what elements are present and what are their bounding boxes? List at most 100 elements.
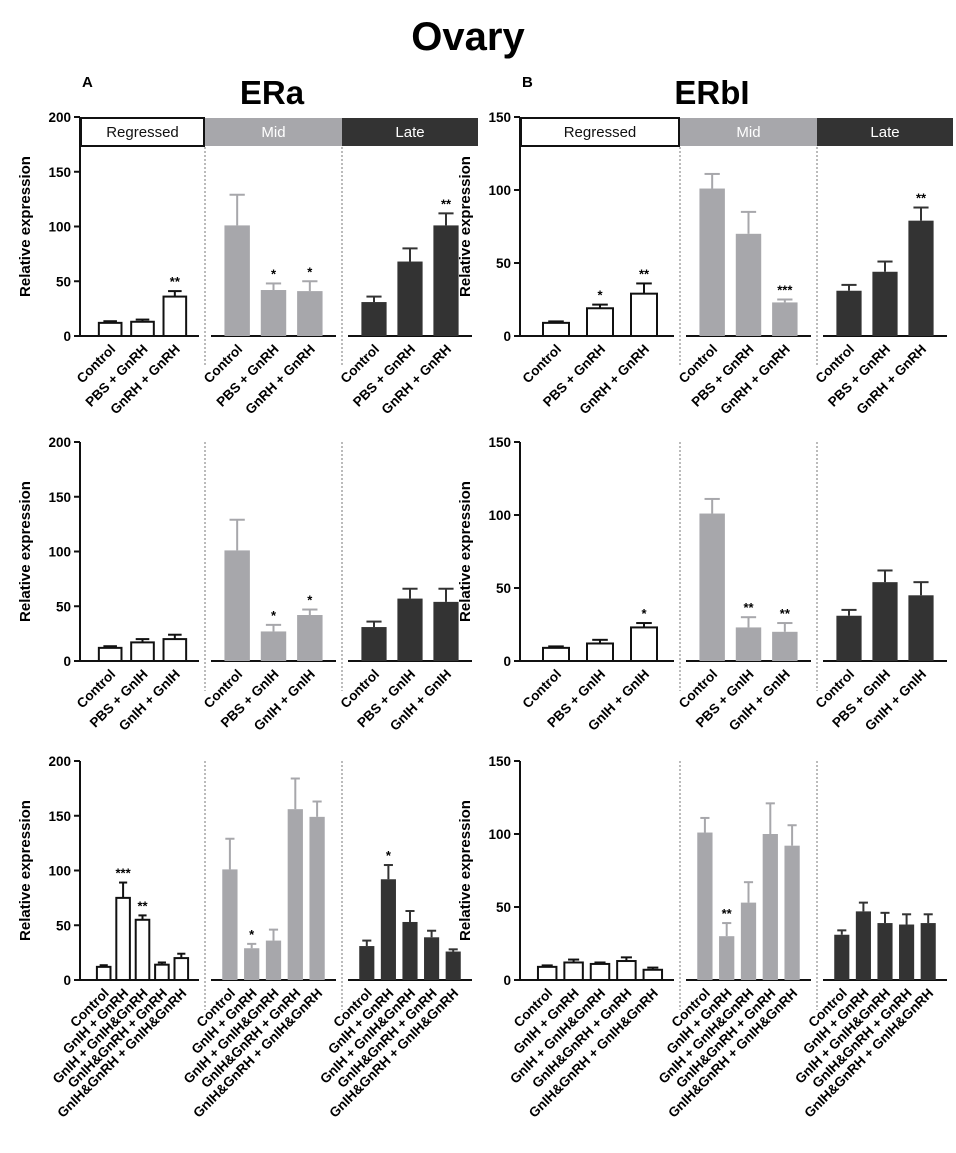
y-tick-label: 0 — [503, 654, 511, 669]
bar-late — [397, 598, 423, 661]
bar-regressed — [97, 321, 123, 337]
y-tick-label: 200 — [48, 435, 71, 450]
stage-header-mid — [205, 118, 342, 146]
bar-regressed — [616, 960, 637, 982]
significance-label: ** — [137, 898, 148, 913]
significance-label: * — [386, 848, 392, 863]
bar-late — [836, 290, 862, 336]
stage-header-label: Mid — [736, 124, 760, 141]
bar-mid — [224, 225, 250, 336]
y-axis-label: Relative expression — [17, 481, 34, 622]
chart-era-gnrh: Regressed Mid Late 0 50 100 150 200 Relative exp… — [17, 110, 478, 417]
y-tick-label: 50 — [56, 918, 71, 933]
stage-header-label: Late — [395, 124, 424, 141]
bar-late — [872, 271, 898, 336]
stage-header-label: Regressed — [564, 124, 637, 141]
significance-label: * — [271, 266, 277, 281]
bar-mid — [697, 832, 713, 980]
x-tick-label: Control — [520, 342, 565, 387]
significance-label: ** — [743, 600, 754, 615]
bar-late — [908, 220, 934, 336]
y-tick-label: 100 — [48, 220, 71, 235]
bar-late — [433, 601, 459, 661]
bar-late — [424, 937, 440, 980]
bar-regressed — [536, 965, 558, 981]
y-tick-label: 50 — [496, 256, 511, 271]
bar-regressed — [542, 321, 570, 337]
bar-regressed — [130, 641, 155, 663]
y-tick-label: 0 — [63, 654, 71, 669]
significance-label: * — [307, 593, 313, 608]
bar-regressed — [115, 896, 131, 981]
bar-regressed — [642, 968, 664, 982]
bar-late — [361, 302, 387, 336]
bar-mid — [260, 631, 287, 661]
bar-regressed — [586, 307, 614, 338]
y-tick-label: 150 — [48, 490, 71, 505]
bar-late — [361, 627, 387, 661]
bar-mid — [222, 869, 238, 980]
bar-regressed — [589, 962, 611, 982]
bar-mid — [224, 550, 250, 661]
y-axis-label: Relative expression — [457, 800, 474, 941]
y-tick-label: 50 — [56, 274, 71, 289]
bar-regressed — [630, 626, 658, 662]
stage-header-label: Mid — [261, 124, 285, 141]
bar-mid — [772, 302, 798, 336]
significance-label: * — [641, 606, 647, 621]
y-tick-label: 100 — [488, 827, 511, 842]
bar-regressed — [154, 963, 170, 981]
bar-mid — [719, 936, 735, 980]
y-tick-label: 100 — [488, 183, 511, 198]
y-axis-label: Relative expression — [457, 481, 474, 622]
bar-regressed — [162, 638, 188, 662]
y-tick-label: 200 — [48, 754, 71, 769]
figure-title: Ovary — [411, 15, 525, 59]
y-axis-label: Relative expression — [17, 800, 34, 941]
panel-title-era: ERa — [240, 74, 305, 111]
bar-mid — [260, 290, 287, 336]
significance-label: *** — [777, 283, 793, 298]
bar-regressed — [173, 957, 190, 981]
bar-late — [445, 951, 461, 980]
y-tick-label: 150 — [488, 110, 511, 125]
significance-label: ** — [722, 906, 733, 921]
y-tick-label: 200 — [48, 110, 71, 125]
y-axis-label: Relative expression — [17, 156, 34, 297]
bar-regressed — [130, 320, 155, 338]
bar-mid — [784, 845, 800, 980]
bar-late — [872, 582, 898, 661]
panel-title-erbi: ERbI — [674, 74, 749, 111]
y-tick-label: 150 — [48, 809, 71, 824]
significance-label: * — [271, 608, 277, 623]
stage-header-late — [342, 118, 478, 146]
bar-mid — [297, 615, 323, 661]
y-tick-label: 50 — [56, 599, 71, 614]
stage-header-label: Late — [870, 124, 899, 141]
bar-mid — [309, 816, 325, 980]
bar-mid — [287, 809, 303, 980]
bar-late — [433, 225, 459, 336]
panel-letter-b: B — [522, 74, 533, 91]
bar-late — [402, 921, 418, 980]
bar-mid — [699, 188, 725, 336]
bar-regressed — [95, 965, 112, 981]
bar-regressed — [542, 646, 570, 662]
y-tick-label: 150 — [488, 435, 511, 450]
bar-late — [359, 946, 375, 980]
bar-late — [855, 911, 871, 980]
bar-late — [920, 923, 936, 980]
bar-regressed — [563, 961, 584, 981]
bar-late — [834, 934, 850, 980]
y-tick-label: 0 — [503, 973, 511, 988]
significance-label: * — [249, 927, 255, 942]
bar-mid — [772, 631, 798, 661]
bar-late — [908, 595, 934, 661]
significance-label: *** — [116, 866, 132, 881]
y-tick-label: 50 — [496, 581, 511, 596]
bar-late — [397, 261, 423, 336]
